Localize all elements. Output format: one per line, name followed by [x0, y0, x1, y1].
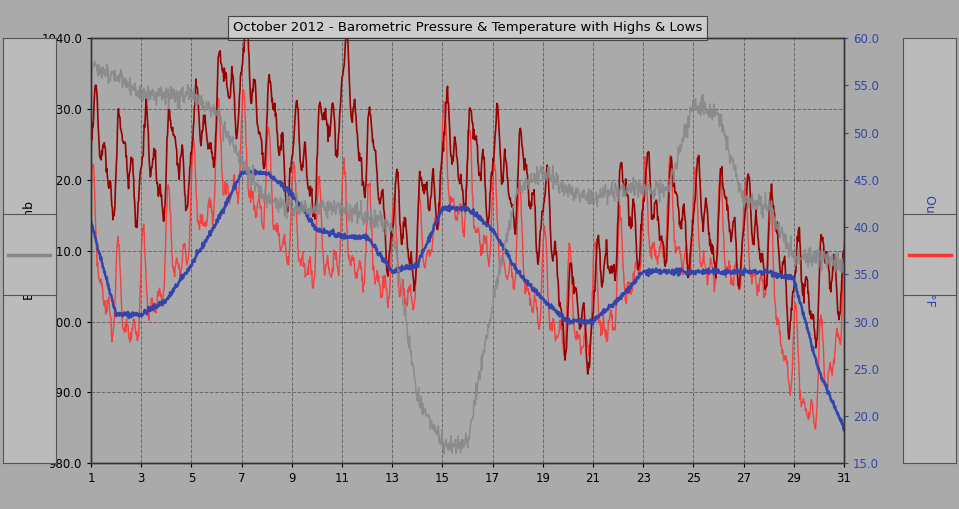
Text: Outside Temp - °F: Outside Temp - °F	[924, 195, 936, 306]
Text: Barometer - mb: Barometer - mb	[23, 201, 35, 300]
Title: October 2012 - Barometric Pressure & Temperature with Highs & Lows: October 2012 - Barometric Pressure & Tem…	[233, 21, 702, 34]
